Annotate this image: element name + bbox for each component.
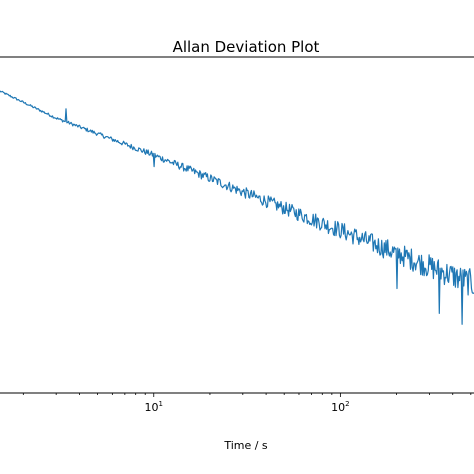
x-axis-ticks: 101 102	[22, 393, 472, 414]
x-tick-label: 102	[331, 400, 349, 414]
x-axis-label: Time / s	[223, 439, 268, 452]
series-line	[0, 90, 474, 325]
series-group	[0, 90, 474, 325]
chart-title: Allan Deviation Plot	[173, 38, 320, 56]
x-tick-label: 101	[145, 400, 163, 414]
